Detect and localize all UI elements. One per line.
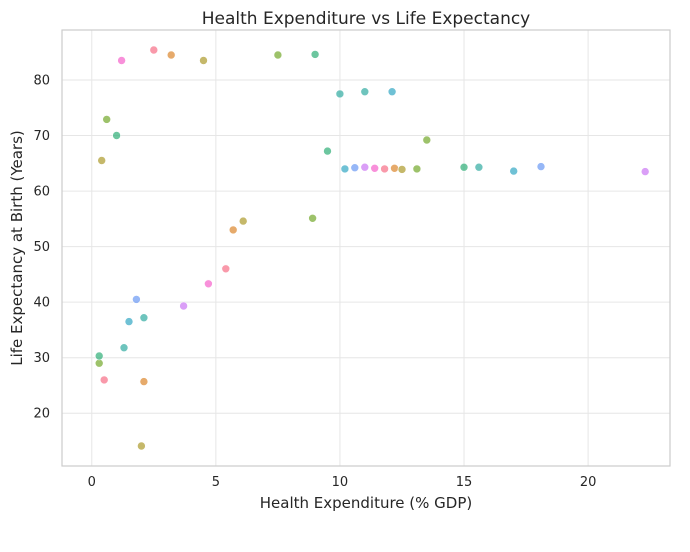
scatter-point bbox=[149, 45, 159, 55]
y-tick-label: 30 bbox=[33, 351, 50, 366]
scatter-point bbox=[422, 135, 432, 145]
scatter-point bbox=[221, 264, 231, 274]
scatter-point bbox=[273, 50, 283, 60]
scatter-point bbox=[380, 164, 389, 174]
scatter-point bbox=[308, 214, 317, 223]
chart-title: Health Expenditure vs Life Expectancy bbox=[202, 9, 531, 29]
y-tick-label: 80 bbox=[33, 73, 50, 88]
scatter-point bbox=[94, 358, 104, 368]
scatter-point bbox=[94, 351, 104, 361]
grid bbox=[62, 30, 670, 466]
scatter-point bbox=[124, 317, 134, 326]
scatter-point bbox=[102, 115, 111, 124]
x-tick-label: 5 bbox=[212, 475, 220, 490]
scatter-point bbox=[204, 279, 213, 289]
y-tick-label: 70 bbox=[33, 129, 50, 144]
scatter-point bbox=[119, 343, 129, 353]
scatter-point bbox=[117, 56, 126, 65]
plot-frame bbox=[61, 29, 671, 467]
y-tick-label: 40 bbox=[33, 296, 50, 311]
y-tick-labels: 20 30 40 50 60 70 80 bbox=[33, 73, 50, 421]
scatter-point bbox=[390, 164, 399, 173]
scatter-point bbox=[412, 164, 422, 174]
y-tick-label: 20 bbox=[33, 407, 50, 422]
scatter-point bbox=[228, 225, 238, 235]
scatter-point bbox=[139, 313, 149, 323]
scatter-point bbox=[340, 164, 350, 174]
scatter-point bbox=[132, 295, 141, 304]
x-axis-label: Health Expenditure (% GDP) bbox=[260, 494, 473, 512]
scatter-point bbox=[335, 89, 345, 99]
scatter-point bbox=[459, 162, 469, 172]
scatter-point bbox=[360, 162, 370, 172]
scatter-point bbox=[112, 131, 121, 140]
scatter-point bbox=[310, 50, 320, 59]
scatter-point bbox=[387, 87, 397, 96]
scatter-point bbox=[323, 146, 332, 156]
x-tick-label: 20 bbox=[580, 475, 597, 490]
scatter-point bbox=[360, 87, 370, 96]
scatter-point bbox=[97, 156, 106, 165]
scatter-point bbox=[166, 50, 176, 60]
scatter-point bbox=[397, 165, 407, 174]
x-tick-labels: 0 5 10 15 20 bbox=[88, 475, 597, 490]
scatter-point bbox=[536, 162, 546, 171]
x-tick-label: 15 bbox=[456, 475, 473, 490]
scatter-point bbox=[139, 377, 149, 386]
scatter-point bbox=[99, 375, 109, 385]
scatter-point bbox=[370, 164, 380, 173]
scatter-point bbox=[474, 162, 484, 172]
scatter-point bbox=[640, 167, 650, 176]
x-tick-label: 0 bbox=[88, 475, 96, 490]
scatter-points bbox=[94, 45, 650, 451]
y-axis-label: Life Expectancy at Birth (Years) bbox=[8, 130, 26, 366]
y-tick-label: 60 bbox=[33, 185, 50, 200]
scatter-point bbox=[509, 166, 519, 176]
scatter-point bbox=[350, 163, 360, 172]
scatter-point bbox=[199, 56, 208, 65]
y-tick-label: 50 bbox=[33, 240, 50, 255]
scatter-point bbox=[179, 301, 188, 311]
scatter-point bbox=[238, 216, 248, 226]
x-tick-label: 10 bbox=[332, 475, 349, 490]
scatter-point bbox=[137, 441, 146, 451]
